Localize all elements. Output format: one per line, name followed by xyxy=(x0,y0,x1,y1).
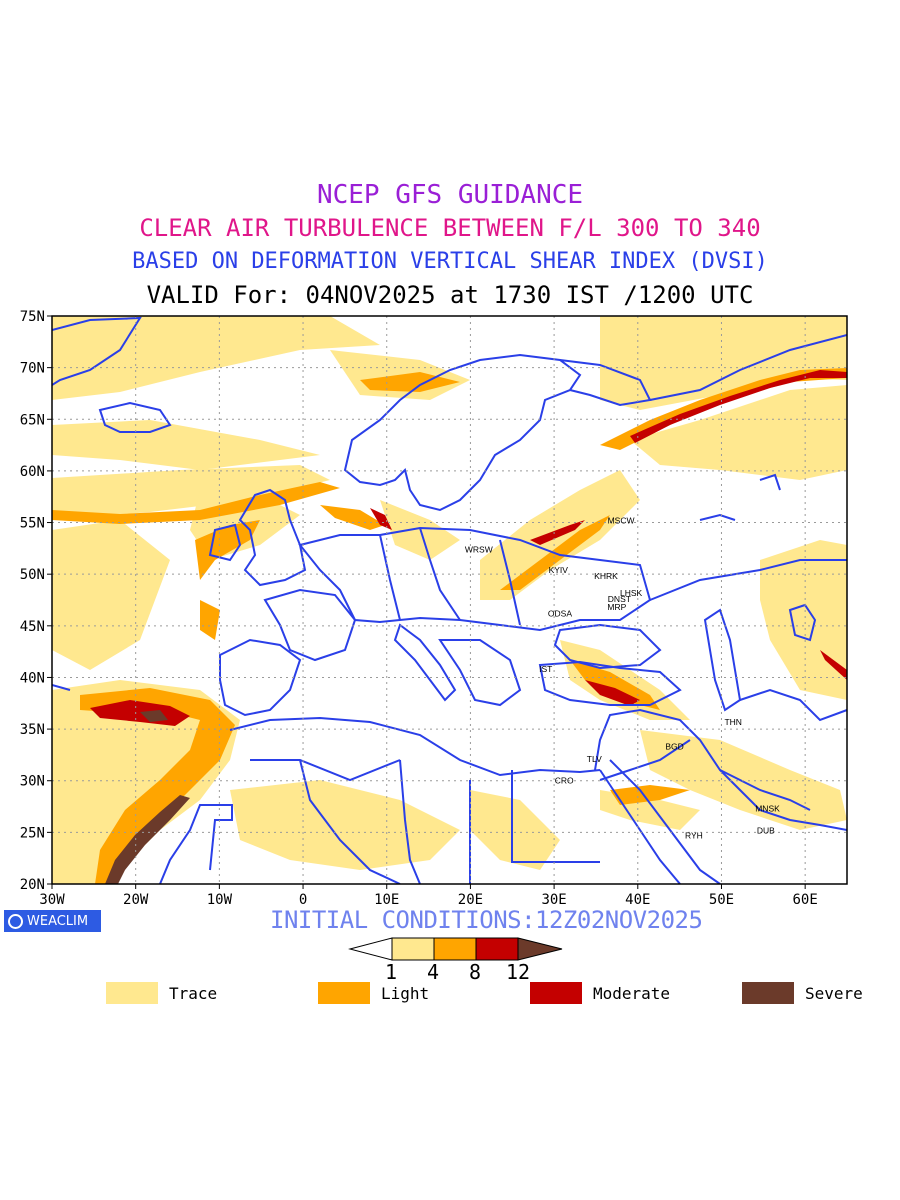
legend-swatch-moderate xyxy=(530,982,582,1004)
station-ryh: RYH xyxy=(685,830,703,840)
lat-lon-grid xyxy=(52,316,847,884)
legend-label-light: Light xyxy=(381,984,430,1003)
lat-label: 30N xyxy=(20,774,45,790)
weaclim-logo: WEACLIM xyxy=(4,910,101,932)
lat-label: 70N xyxy=(20,361,45,377)
colorbar-severe-triangle xyxy=(517,937,563,961)
colorbar-trace xyxy=(391,937,435,961)
station-mrp: MRP xyxy=(607,602,626,612)
station-khrk: KHRK xyxy=(594,571,618,581)
lat-label: 35N xyxy=(20,722,45,738)
lon-label: 0 xyxy=(299,892,307,908)
lon-label: 30E xyxy=(541,892,566,908)
colorbar-under-triangle xyxy=(348,937,393,961)
station-mscw: MSCW xyxy=(608,515,635,525)
lon-label: 50E xyxy=(709,892,734,908)
station-kyiv: KYIV xyxy=(549,565,569,575)
legend-label-moderate: Moderate xyxy=(593,984,671,1003)
colorbar-label-8: 8 xyxy=(469,960,482,984)
severe-areas xyxy=(105,710,190,884)
colorbar-light xyxy=(433,937,477,961)
lat-label: 40N xyxy=(20,670,45,686)
legend-swatch-trace xyxy=(106,982,158,1004)
lon-label: 60E xyxy=(793,892,818,908)
legend-swatch-severe xyxy=(742,982,794,1004)
initial-conditions: INITIAL CONDITIONS:12Z02NOV2025 xyxy=(270,906,703,934)
longitude-labels: 30W 20W 10W 0 10E 20E 30E 40E 50E 60E xyxy=(39,892,817,908)
station-dub: DUB xyxy=(757,825,775,835)
legend-label-trace: Trace xyxy=(169,984,218,1003)
lat-label: 45N xyxy=(20,619,45,635)
valid-time: VALID For: 04NOV2025 at 1730 IST /1200 U… xyxy=(146,281,754,309)
legend-swatch-light xyxy=(318,982,370,1004)
title-line-3: BASED ON DEFORMATION VERTICAL SHEAR INDE… xyxy=(132,249,768,274)
lat-label: 55N xyxy=(20,516,45,532)
lon-label: 10W xyxy=(207,892,233,908)
country-boundaries xyxy=(52,316,847,884)
station-dnst: DNST xyxy=(608,594,631,604)
colorbar-moderate xyxy=(475,937,519,961)
lon-label: 30W xyxy=(39,892,65,908)
title-line-1: NCEP GFS GUIDANCE xyxy=(316,180,584,210)
logo-text: WEACLIM xyxy=(27,913,89,929)
station-thn: THN xyxy=(724,717,741,727)
title-line-2: CLEAR AIR TURBULENCE BETWEEN F/L 300 TO … xyxy=(139,214,761,242)
station-ist: IST xyxy=(539,664,552,674)
station-tlv: TLV xyxy=(587,754,602,764)
lat-label: 60N xyxy=(20,464,45,480)
colorbar xyxy=(348,937,563,961)
station-odsa: ODSA xyxy=(548,608,572,618)
logo-icon xyxy=(8,913,23,929)
station-lhsk: LHSK xyxy=(620,588,643,598)
lat-label: 25N xyxy=(20,825,45,841)
lat-label: 75N xyxy=(20,309,45,325)
lat-label: 20N xyxy=(20,877,45,893)
latitude-labels: 20N 25N 30N 35N 40N 45N 50N 55N 60N 65N 70N 75N xyxy=(20,309,45,893)
lon-label: 40E xyxy=(625,892,650,908)
station-mnsk: MNSK xyxy=(755,804,780,814)
colorbar-label-1: 1 xyxy=(385,960,398,984)
colorbar-label-12: 12 xyxy=(506,960,531,984)
lon-label: 20W xyxy=(123,892,149,908)
legend-label-severe: Severe xyxy=(805,984,863,1003)
lon-label: 10E xyxy=(374,892,399,908)
map-frame xyxy=(51,315,848,885)
station-bgd: BGD xyxy=(665,742,683,752)
light-areas xyxy=(52,368,847,884)
colorbar-label-4: 4 xyxy=(427,960,440,984)
station-cro: CRO xyxy=(555,776,574,786)
lon-label: 20E xyxy=(458,892,483,908)
lat-label: 50N xyxy=(20,567,45,583)
axis-ticks xyxy=(47,315,806,889)
lat-label: 65N xyxy=(20,412,45,428)
station-wrsw: WRSW xyxy=(465,544,493,554)
